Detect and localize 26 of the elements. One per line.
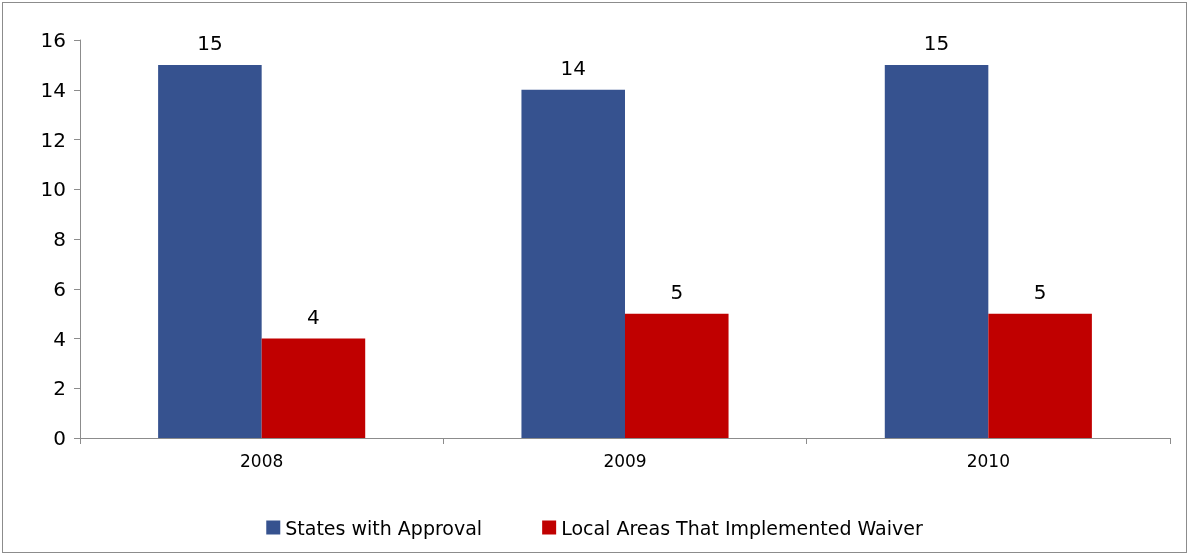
data-label: 15 <box>197 30 223 55</box>
y-tick-label: 10 <box>40 177 66 202</box>
bar <box>884 64 989 438</box>
x-tick-label: 2008 <box>240 450 284 471</box>
x-tick-label: 2010 <box>966 450 1010 471</box>
bar <box>625 313 729 438</box>
x-tick-label: 2009 <box>603 450 647 471</box>
data-label: 5 <box>1033 279 1047 304</box>
bar <box>521 89 625 438</box>
bar <box>261 338 366 438</box>
legend-label: States with Approval <box>285 516 483 539</box>
y-tick-label: 16 <box>40 28 66 52</box>
data-label: 4 <box>307 304 320 329</box>
bar <box>158 64 262 438</box>
bar <box>988 313 1092 438</box>
y-tick-label: 12 <box>40 127 66 152</box>
data-label: 15 <box>923 30 950 55</box>
y-tick-label: 8 <box>53 227 66 251</box>
y-tick-label: 14 <box>40 77 66 102</box>
y-tick-label: 4 <box>53 326 66 351</box>
data-label: 5 <box>670 279 684 304</box>
y-tick-label: 0 <box>53 426 66 450</box>
y-tick-label: 6 <box>53 276 66 301</box>
data-label: 14 <box>560 55 586 80</box>
y-tick-label: 2 <box>53 376 66 401</box>
legend-label: Local Areas That Implemented Waiver <box>561 516 923 539</box>
